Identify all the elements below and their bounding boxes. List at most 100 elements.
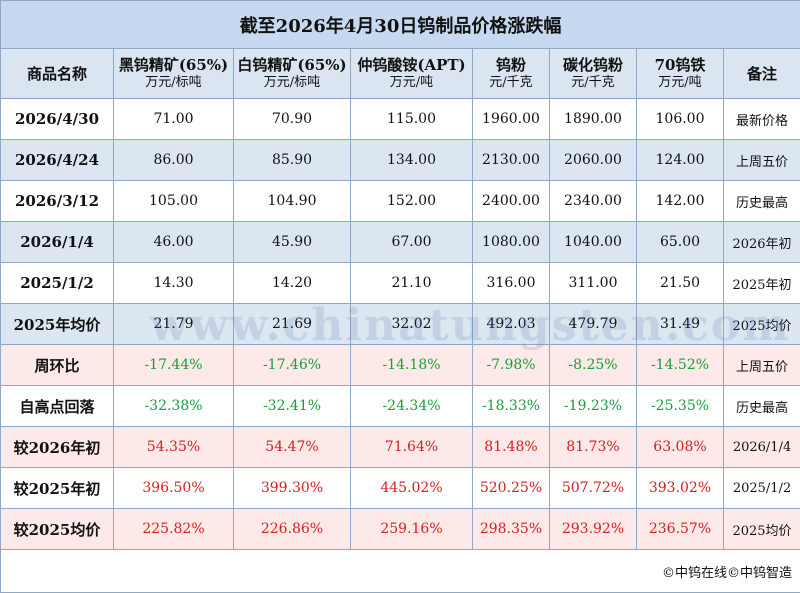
value-cell: 21.10 <box>350 262 473 304</box>
value-cell: 134.00 <box>350 139 473 181</box>
data-row: 2026/4/24 86.00 85.90 134.00 2130.00 2060.00 1… <box>0 139 800 181</box>
note-cell: 2025均价 <box>722 303 800 345</box>
value-cell: 86.00 <box>113 139 234 181</box>
note-cell: 2025均价 <box>722 508 800 550</box>
header-name: 碳化钨粉 <box>562 55 623 74</box>
value-cell: 259.16% <box>350 508 473 550</box>
note-cell: 上周五价 <box>722 344 800 386</box>
header-name: 商品名称 <box>26 64 87 83</box>
value-cell: 225.82% <box>113 508 234 550</box>
value-cell: 492.03 <box>472 303 550 345</box>
value-cell: 1960.00 <box>472 98 550 140</box>
value-cell: -8.25% <box>549 344 637 386</box>
value-cell: 226.86% <box>233 508 351 550</box>
header-unit: 元/千克 <box>571 74 615 90</box>
value-cell: -17.46% <box>233 344 351 386</box>
data-row: 2026/4/30 71.00 70.90 115.00 1960.00 1890.00 1… <box>0 98 800 140</box>
title: 截至2026年4月30日钨制品价格涨跌幅 <box>0 0 800 49</box>
note-cell: 历史最高 <box>722 385 800 427</box>
value-cell: -24.34% <box>350 385 473 427</box>
value-cell: 14.30 <box>113 262 234 304</box>
row-label: 较2025均价 <box>0 508 114 550</box>
value-cell: 1890.00 <box>549 98 637 140</box>
row-label: 周环比 <box>0 344 114 386</box>
value-cell: 45.90 <box>233 221 351 263</box>
value-cell: -7.98% <box>472 344 550 386</box>
value-cell: 142.00 <box>636 180 724 222</box>
header-cell: 白钨精矿(65%) 万元/标吨 <box>233 48 351 99</box>
value-cell: 311.00 <box>549 262 637 304</box>
note-cell: 历史最高 <box>722 180 800 222</box>
value-cell: -18.33% <box>472 385 550 427</box>
value-cell: 124.00 <box>636 139 724 181</box>
data-row: 2025年均价 21.79 21.69 32.02 492.03 479.79 31.49 2… <box>0 303 800 345</box>
value-cell: 445.02% <box>350 467 473 509</box>
title-row: 截至2026年4月30日钨制品价格涨跌幅 <box>0 0 800 49</box>
row-label: 较2026年初 <box>0 426 114 468</box>
header-name: 仲钨酸铵(APT) <box>357 55 466 74</box>
row-label: 2025年均价 <box>0 303 114 345</box>
value-cell: 393.02% <box>636 467 724 509</box>
header-cell: 商品名称 <box>0 48 114 99</box>
value-cell: 54.47% <box>233 426 351 468</box>
value-cell: 81.73% <box>549 426 637 468</box>
value-cell: 46.00 <box>113 221 234 263</box>
data-row: 较2025年初 396.50% 399.30% 445.02% 520.25% 507.7… <box>0 467 800 509</box>
header-row: 商品名称 黑钨精矿(65%) 万元/标吨 白钨精矿(65%) 万元/标吨 仲钨酸铵(APT… <box>0 48 800 99</box>
value-cell: 2060.00 <box>549 139 637 181</box>
row-label: 2025/1/2 <box>0 262 114 304</box>
value-cell: 115.00 <box>350 98 473 140</box>
value-cell: 2340.00 <box>549 180 637 222</box>
value-cell: 399.30% <box>233 467 351 509</box>
row-label: 2026/3/12 <box>0 180 114 222</box>
value-cell: -19.23% <box>549 385 637 427</box>
value-cell: -17.44% <box>113 344 234 386</box>
value-cell: 32.02 <box>350 303 473 345</box>
header-unit: 万元/标吨 <box>263 74 321 90</box>
header-name: 备注 <box>747 64 778 83</box>
value-cell: 21.69 <box>233 303 351 345</box>
header-cell: 黑钨精矿(65%) 万元/标吨 <box>113 48 234 99</box>
value-cell: 71.00 <box>113 98 234 140</box>
value-cell: 293.92% <box>549 508 637 550</box>
value-cell: 54.35% <box>113 426 234 468</box>
data-row: 2026/1/4 46.00 45.90 67.00 1080.00 1040.00 65.… <box>0 221 800 263</box>
value-cell: 70.90 <box>233 98 351 140</box>
value-cell: 298.35% <box>472 508 550 550</box>
header-cell: 碳化钨粉 元/千克 <box>549 48 637 99</box>
data-row: 周环比 -17.44% -17.46% -14.18% -7.98% -8.25% -14.… <box>0 344 800 386</box>
header-unit: 万元/标吨 <box>145 74 202 90</box>
data-row: 2025/1/2 14.30 14.20 21.10 316.00 311.00 21.50… <box>0 262 800 304</box>
value-cell: 21.79 <box>113 303 234 345</box>
value-cell: 106.00 <box>636 98 724 140</box>
value-cell: 1080.00 <box>472 221 550 263</box>
value-cell: 85.90 <box>233 139 351 181</box>
value-cell: 507.72% <box>549 467 637 509</box>
value-cell: -32.41% <box>233 385 351 427</box>
value-cell: 21.50 <box>636 262 724 304</box>
value-cell: 479.79 <box>549 303 637 345</box>
header-cell: 仲钨酸铵(APT) 万元/吨 <box>350 48 473 99</box>
note-cell: 2025年初 <box>722 262 800 304</box>
row-label: 自高点回落 <box>0 385 114 427</box>
note-cell: 2026年初 <box>722 221 800 263</box>
value-cell: 63.08% <box>636 426 724 468</box>
value-cell: 81.48% <box>472 426 550 468</box>
value-cell: 14.20 <box>233 262 351 304</box>
row-label: 较2025年初 <box>0 467 114 509</box>
header-unit: 万元/吨 <box>389 74 434 90</box>
value-cell: -25.35% <box>636 385 724 427</box>
value-cell: -14.52% <box>636 344 724 386</box>
footer-row: ©中钨在线©中钨智造 <box>0 549 800 593</box>
value-cell: 236.57% <box>636 508 724 550</box>
note-cell: 上周五价 <box>722 139 800 181</box>
value-cell: 520.25% <box>472 467 550 509</box>
value-cell: 2400.00 <box>472 180 550 222</box>
value-cell: 152.00 <box>350 180 473 222</box>
row-label: 2026/4/30 <box>0 98 114 140</box>
value-cell: 396.50% <box>113 467 234 509</box>
value-cell: -32.38% <box>113 385 234 427</box>
header-name: 钨粉 <box>495 55 526 74</box>
